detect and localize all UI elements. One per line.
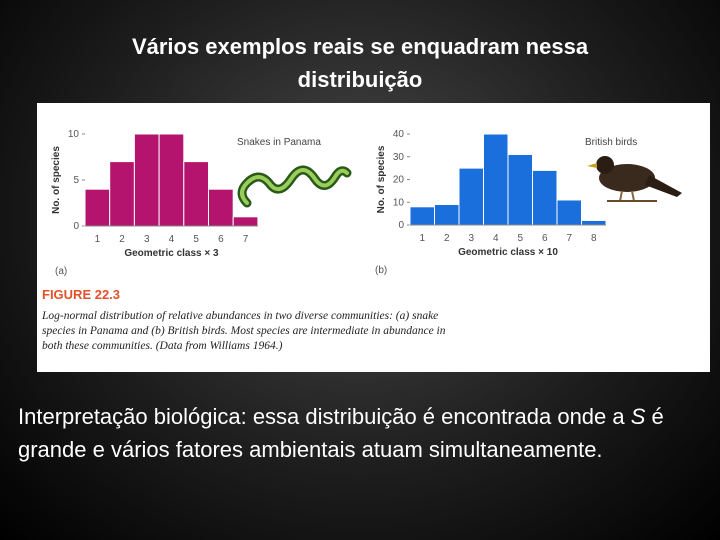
x-tick-label: 7 xyxy=(566,233,572,244)
x-tick-label: 6 xyxy=(218,234,224,245)
x-axis-label: Geometric class × 3 xyxy=(124,248,219,259)
x-tick-label: 6 xyxy=(542,233,548,244)
y-tick-label: 20 xyxy=(393,175,405,186)
bar xyxy=(409,206,435,226)
x-tick-label: 3 xyxy=(144,234,150,245)
panel-label: (b) xyxy=(375,265,387,276)
body-italic: S xyxy=(630,404,646,429)
chart-title: Snakes in Panama xyxy=(237,137,321,148)
figure-panel: FIGURE 22.3 Log-normal distribution of r… xyxy=(37,103,710,372)
y-tick-label: 0 xyxy=(73,221,79,232)
bar xyxy=(556,199,582,226)
title-line: distribuição xyxy=(297,67,423,92)
bar xyxy=(109,161,135,227)
body-text: Interpretação biológica: essa distribuiç… xyxy=(18,400,708,466)
y-axis-label: No. of species xyxy=(51,146,62,214)
caption-line: species in Panama and (b) British birds.… xyxy=(42,325,446,337)
bar xyxy=(458,167,484,226)
bar xyxy=(232,216,259,227)
bar xyxy=(483,133,509,226)
y-tick-label: 10 xyxy=(393,197,405,208)
x-tick-label: 5 xyxy=(517,233,523,244)
x-tick-label: 2 xyxy=(119,234,125,245)
x-tick-label: 7 xyxy=(243,234,249,245)
caption-line: both these communities. (Data from Willi… xyxy=(42,340,283,352)
x-tick-label: 1 xyxy=(95,234,101,245)
y-tick-label: 40 xyxy=(393,129,405,140)
bar xyxy=(532,169,558,226)
x-tick-label: 4 xyxy=(169,234,175,245)
body-part: é grande e vários fatores ambientais atu… xyxy=(18,404,664,462)
bar xyxy=(581,219,607,226)
bar xyxy=(133,133,160,227)
panel-label: (a) xyxy=(55,266,67,277)
bar xyxy=(84,188,111,227)
x-tick-label: 8 xyxy=(591,233,597,244)
snake-illustration xyxy=(237,165,352,208)
x-axis-label: Geometric class × 10 xyxy=(458,247,558,258)
y-tick-label: 0 xyxy=(398,220,404,231)
title-line: Vários exemplos reais se enquadram nessa xyxy=(131,34,589,59)
bar xyxy=(507,153,533,226)
bar xyxy=(183,161,210,227)
figure: FIGURE 22.3 Log-normal distribution of r… xyxy=(41,129,682,352)
chart-title: British birds xyxy=(585,137,637,148)
x-tick-label: 3 xyxy=(468,233,474,244)
x-tick-label: 5 xyxy=(193,234,199,245)
bar xyxy=(158,133,185,227)
x-tick-label: 1 xyxy=(419,233,425,244)
body-part: Interpretação biológica: essa distribuiç… xyxy=(18,404,631,429)
y-axis-label: No. of species xyxy=(376,145,387,213)
bar xyxy=(434,204,460,226)
slide-title: Vários exemplos reais se enquadram nessa… xyxy=(0,30,720,96)
bar xyxy=(208,188,234,227)
x-tick-label: 2 xyxy=(444,233,450,244)
y-tick-label: 10 xyxy=(68,129,80,140)
y-tick-label: 30 xyxy=(393,152,405,163)
caption-line: Log-normal distribution of relative abun… xyxy=(41,310,438,322)
y-tick-label: 5 xyxy=(73,175,79,186)
x-tick-label: 4 xyxy=(493,233,499,244)
figure-label: FIGURE 22.3 xyxy=(42,287,120,302)
bird-illustration xyxy=(587,156,682,202)
